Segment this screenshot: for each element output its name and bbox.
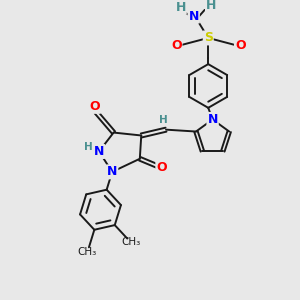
Text: N: N (207, 113, 218, 126)
Text: O: O (156, 161, 167, 174)
Text: S: S (204, 32, 213, 44)
Text: H: H (159, 115, 167, 125)
Text: N: N (107, 165, 117, 178)
Text: H: H (85, 142, 93, 152)
Text: N: N (94, 145, 104, 158)
Text: O: O (171, 39, 181, 52)
Text: CH₃: CH₃ (121, 237, 140, 247)
Text: CH₃: CH₃ (78, 247, 97, 257)
Text: H: H (206, 0, 216, 12)
Text: O: O (89, 100, 100, 113)
Text: O: O (235, 39, 246, 52)
Text: N: N (188, 10, 199, 22)
Text: H: H (176, 1, 186, 14)
